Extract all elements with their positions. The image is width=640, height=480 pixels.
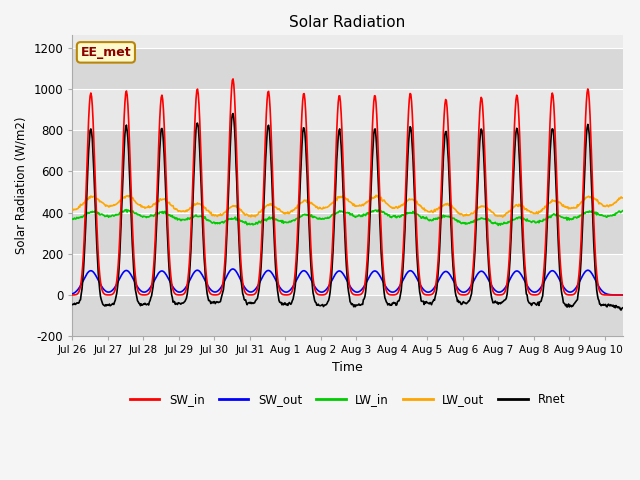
Bar bbox=[72, 295, 623, 336]
Bar bbox=[72, 130, 623, 171]
Bar bbox=[72, 89, 623, 130]
Bar bbox=[72, 48, 623, 89]
Title: Solar Radiation: Solar Radiation bbox=[289, 15, 406, 30]
Legend: SW_in, SW_out, LW_in, LW_out, Rnet: SW_in, SW_out, LW_in, LW_out, Rnet bbox=[125, 389, 570, 411]
Bar bbox=[72, 213, 623, 254]
Text: EE_met: EE_met bbox=[81, 46, 131, 59]
Bar bbox=[72, 254, 623, 295]
Bar bbox=[72, 171, 623, 213]
Y-axis label: Solar Radiation (W/m2): Solar Radiation (W/m2) bbox=[15, 117, 28, 254]
X-axis label: Time: Time bbox=[332, 361, 363, 374]
